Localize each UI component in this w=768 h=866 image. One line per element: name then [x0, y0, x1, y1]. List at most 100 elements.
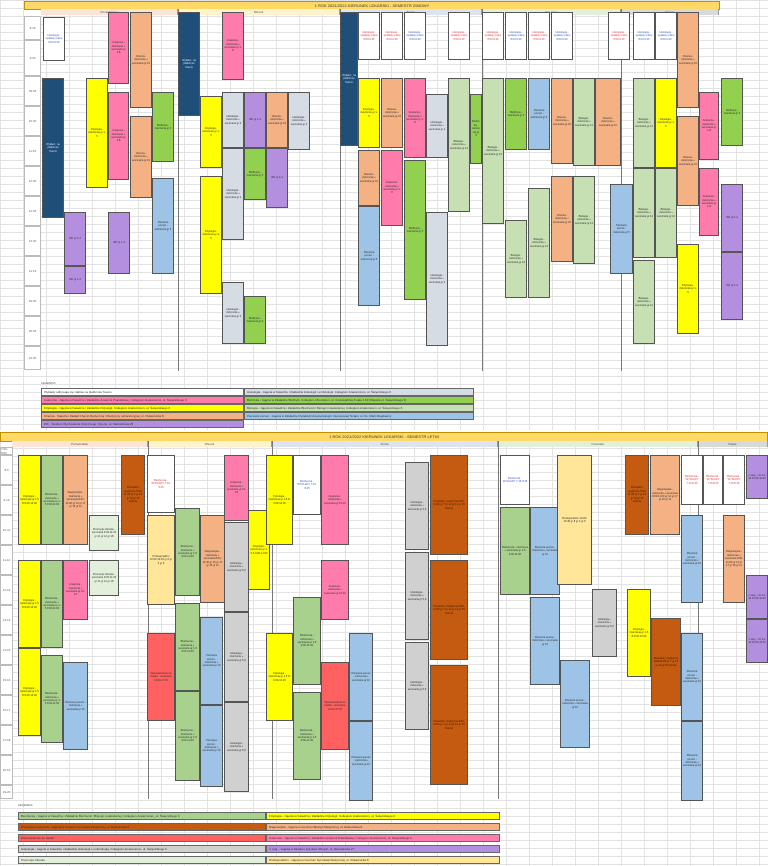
class-block-first-aid[interactable]: Pierwsza pomoc - ćwiczenia gr 5	[358, 206, 380, 306]
class-block-biology[interactable]: Biologia - ćwiczenia + seminaria gr 14	[655, 168, 677, 258]
class-block-biophysics[interactable]: Biofizyka - ćwiczenia gr 3	[152, 92, 174, 162]
class-block-physiology[interactable]: Fizjologia - ćwiczenia gr 1-5	[200, 96, 222, 168]
class-block-research-intro[interactable]: Wprowadzenie do badań - seminaria 14:00-…	[147, 633, 175, 721]
class-block-anatomy[interactable]: Anatomia - ćwiczenia + seminaria gr 1-8	[381, 150, 403, 226]
class-block-lecture-online[interactable]: Biochemia - WYKŁADY 7:15-8:45	[681, 455, 703, 505]
class-block-chemistry[interactable]: Chemia - ćwiczenia + seminaria gr 10	[595, 78, 621, 166]
class-block-biochemistry[interactable]: Biochemia - ćwiczenia + seminaria gr 1-5…	[293, 597, 321, 685]
class-block-chemistry[interactable]: Chemia - ćwiczenia + seminaria gr 10	[551, 176, 573, 262]
class-block-anatomy[interactable]: Anatomia - ćwiczenia + seminaria gr 1-8	[222, 12, 244, 80]
class-block-first-aid[interactable]: Pierwsza pomoc - ćwiczenia + seminaria g…	[530, 507, 560, 595]
class-block-chemistry[interactable]: Chemia - ćwiczenia + seminaria gr 10	[266, 92, 288, 148]
class-block-english[interactable]: J. ang. - Gr 14-16 10:00-11:30	[746, 619, 768, 663]
class-block-biochemistry[interactable]: Biochemia - ćwiczenia + seminaria gr 1-5…	[175, 603, 200, 691]
class-block-lecture-online[interactable]: Histologia - wykłady online 8:00-9:30	[608, 12, 630, 60]
class-block-biochemistry[interactable]: Biochemia - ćwiczenia + seminaria gr 1-5…	[41, 455, 63, 545]
class-block-first-aid[interactable]: Pierwsza pomoc - ćwiczenia + seminaria g…	[560, 660, 590, 748]
class-block-biophysics[interactable]: Biofizyka - ćwiczenia gr 3	[470, 94, 482, 164]
class-block-biology[interactable]: Biologia - ćwiczenia + seminaria gr 14	[505, 220, 527, 298]
class-block-lecture-online[interactable]: Histologia - wykłady online 8:00-9:30	[358, 12, 380, 60]
class-block-professionalism[interactable]: Profesjonalizm 10:00-13:45 gr 8 gr 3 gr …	[557, 455, 592, 585]
class-block-pe[interactable]: WF gr 1-4	[266, 148, 288, 208]
class-block-lecture[interactable]: Wykład - na platformie Teams	[178, 12, 200, 116]
class-block-histology[interactable]: Histologia - ćwiczenia + seminaria gr 5,…	[405, 552, 429, 640]
class-block-chemistry[interactable]: Chemia - ćwiczenia + seminaria gr 10	[130, 116, 152, 198]
class-block-diagnostics[interactable]: Diagnostyka - ćwiczenia + seminaria 8:00…	[650, 455, 680, 535]
class-block-histology[interactable]: Histologia - ćwiczenia + seminaria gr 2	[426, 212, 448, 346]
class-block-chemistry[interactable]: Chemia - ćwiczenia + seminaria gr 10	[358, 150, 380, 206]
class-block-first-aid[interactable]: Pierwsza pomoc - ćwiczenia + seminaria g…	[349, 633, 373, 721]
class-block-chemistry[interactable]: Chemia - ćwiczenia + seminaria gr 10	[551, 78, 573, 164]
class-block-anatomy[interactable]: Anatomia - ćwiczenia + seminaria gr 1-8	[699, 168, 719, 236]
class-block-lecture-online[interactable]: Histologia - wykłady online 8:00-9:30	[381, 12, 403, 60]
class-block-biology[interactable]: Biologia - ćwiczenia + seminaria gr 14	[633, 78, 655, 168]
class-block-chemistry[interactable]: Chemia - ćwiczenia + seminaria gr 10	[130, 12, 152, 108]
class-block-histology[interactable]: Histologia - ćwiczenia + seminaria gr 2	[222, 282, 244, 344]
class-block-first-aid[interactable]: Pierwsza pomoc - ćwiczenia + seminaria g…	[200, 705, 223, 787]
class-block-physiology[interactable]: Fizjologia - ćwiczenia gr 1-5	[677, 244, 699, 334]
class-block-pe[interactable]: WF gr 1-4	[108, 212, 130, 274]
class-block-pe[interactable]: WF gr 1-4	[721, 252, 743, 320]
class-block-medical-procedures[interactable]: Procedury medyczne 8:00-11:00 gr 7 gr 13…	[430, 665, 468, 785]
class-block-anatomy[interactable]: Anatomia - ćwiczenia + seminaria gr 1-8	[404, 78, 426, 158]
class-block-first-aid[interactable]: Pierwsza pomoc - ćwiczenia gr 5	[152, 178, 174, 274]
class-block-lecture-online[interactable]: Histologia - wykłady online 8:00-9:30	[551, 12, 573, 60]
class-block-chemistry[interactable]: Chemia - ćwiczenia + seminaria gr 10	[677, 116, 699, 206]
class-block-pe[interactable]: WF gr 1-4	[244, 92, 266, 148]
class-block-medical-procedures[interactable]: Procedury medyczne 8:00-11:00 gr 7 gr 13…	[625, 455, 649, 535]
class-block-first-aid[interactable]: Pierwsza pomoc - ćwiczenia gr 5	[610, 184, 633, 274]
class-block-research-intro[interactable]: Wprowadzenie do badań - seminaria 14:00-…	[321, 662, 349, 750]
class-block-histology[interactable]: Histologia - ćwiczenia + seminaria gr 2	[426, 94, 448, 158]
class-block-physiology[interactable]: Fizjologia - ćwiczenia gr 1-5 8-9:00-13:…	[266, 633, 293, 721]
class-block-histology[interactable]: Histologia - ćwiczenia + seminaria gr 5,…	[592, 589, 617, 657]
class-block-histology[interactable]: Histologia - ćwiczenia + seminaria gr 5,…	[224, 612, 249, 702]
class-block-histology[interactable]: Histologia - ćwiczenia + seminaria gr 5,…	[224, 702, 249, 792]
class-block-biochemistry[interactable]: Biochemia - ćwiczenia + seminaria gr 1-5…	[500, 507, 530, 595]
class-block-anatomy[interactable]: Anatomia - ćwiczenia + seminaria gr 1-8	[699, 92, 719, 160]
class-block-first-aid[interactable]: Pierwsza pomoc - ćwiczenia + seminaria g…	[200, 617, 223, 705]
class-block-physiology[interactable]: Fizjologia - ćwiczenia gr 1-5 8-9:00-13:…	[18, 648, 41, 736]
class-block-biology[interactable]: Biologia - ćwiczenia + seminaria gr 14	[573, 78, 595, 166]
class-block-biology[interactable]: Biologia - ćwiczenia + seminaria gr 14	[633, 260, 655, 344]
class-block-medical-procedures[interactable]: Procedury medyczne 8:00-11:00 gr 7 gr 13…	[121, 455, 145, 535]
class-block-anatomy[interactable]: Anatomia - ćwiczenia + seminaria gr 1-8	[108, 92, 129, 180]
class-block-pe[interactable]: WF gr 1-4	[721, 184, 743, 252]
class-block-first-aid[interactable]: Pierwsza pomoc - ćwiczenia + seminaria g…	[349, 721, 373, 801]
class-block-histology[interactable]: Histologia - ćwiczenia + seminaria gr 2	[288, 92, 310, 150]
class-block-biochemistry[interactable]: Biochemia - ćwiczenia + seminaria gr 1-5…	[41, 655, 63, 743]
class-block-lecture-online[interactable]: Histologia - wykłady online 8:00-9:30	[505, 12, 527, 60]
class-block-histology[interactable]: Histologia - ćwiczenia + seminaria gr 5,…	[224, 522, 249, 612]
class-block-diagnostics[interactable]: Diagnostyka - ćwiczenia + seminaria 8:00…	[63, 455, 88, 545]
class-block-first-aid[interactable]: Pierwsza pomoc - ćwiczenia + seminaria g…	[530, 597, 560, 685]
class-block-pe[interactable]: WF gr 1-4	[64, 212, 86, 266]
class-block-anatomy[interactable]: Anatomia - ćwiczenia + seminaria gr 10-1…	[321, 560, 349, 620]
class-block-histology-lecture[interactable]: Biochemia - WYKŁADY 7:15-8:45	[500, 455, 530, 505]
class-block-histology[interactable]: Histologia - ćwiczenia + seminaria gr 5,…	[405, 462, 429, 550]
class-block-first-aid[interactable]: Pierwsza pomoc - ćwiczenia + seminaria g…	[681, 515, 703, 603]
class-block-physiology[interactable]: Fizjologia - ćwiczenia gr 1-5	[358, 78, 380, 148]
class-block-biophysics[interactable]: Biofizyka - ćwiczenia gr 3	[244, 296, 266, 344]
class-block-physiology[interactable]: Fizjologia - ćwiczenia gr 1-5	[655, 78, 677, 168]
class-block-biochem-lecture[interactable]: Biochemia - WYKŁADY 7:15-8:45	[293, 455, 321, 515]
class-block-biophysics[interactable]: Biofizyka - ćwiczenia gr 3	[721, 78, 743, 146]
class-block-histology[interactable]: Histologia - ćwiczenia + seminaria gr 2	[222, 92, 244, 148]
class-block-lecture-online[interactable]: Biochemia - WYKŁADY 7:15-8:45	[703, 455, 723, 505]
class-block-physiology[interactable]: Fizjologia - ćwiczenia gr 1-5 8-9:00-13:…	[18, 560, 41, 648]
class-block-first-aid[interactable]: Pierwsza pomoc - ćwiczenia + seminaria g…	[681, 633, 703, 721]
class-block-biology[interactable]: Biologia - ćwiczenia + seminaria gr 14	[482, 78, 504, 224]
class-block-physiology[interactable]: Fizjologia - ćwiczenia gr 1-5	[200, 176, 222, 294]
class-block-biophysics[interactable]: Biofizyka - ćwiczenia gr 3	[505, 78, 527, 150]
class-block-biochemistry[interactable]: Biochemia - ćwiczenia + seminaria gr 1-5…	[175, 691, 200, 781]
class-block-first-aid[interactable]: Pierwsza pomoc - ćwiczenia + seminaria g…	[63, 662, 88, 750]
class-block-lecture-online[interactable]: Histologia - wykłady online 8:00-9:30	[404, 12, 426, 60]
class-block-biology[interactable]: Biologia - ćwiczenia + seminaria gr 14	[448, 78, 470, 212]
class-block-biochem-lecture[interactable]: Biochemia - WYKŁADY 7:15-8:45	[147, 455, 175, 513]
class-block-histology[interactable]: Histologia - ćwiczenia + seminaria gr 5,…	[405, 642, 429, 730]
class-block-physiology[interactable]: Fizjologia - ćwiczenia gr 1-5 8-9:00-13:…	[627, 589, 651, 677]
class-block-pe[interactable]: WF gr 1-4	[64, 266, 86, 294]
class-block-diagnostics[interactable]: Diagnostyka - ćwiczenia + seminaria 8:00…	[723, 515, 745, 603]
class-block-lecture-online[interactable]: Histologia - wykłady online 8:00-9:30	[482, 12, 504, 60]
class-block-health-promotion[interactable]: Promocja zdrowia - seminaria 9:45-11:15 …	[89, 515, 119, 551]
class-block-lecture-online[interactable]: Histologia - wykłady online 8:00-9:30	[448, 12, 470, 60]
class-block-physiology[interactable]: Fizjologia - ćwiczenia gr 1-5 8-9:00-13:…	[266, 455, 293, 545]
